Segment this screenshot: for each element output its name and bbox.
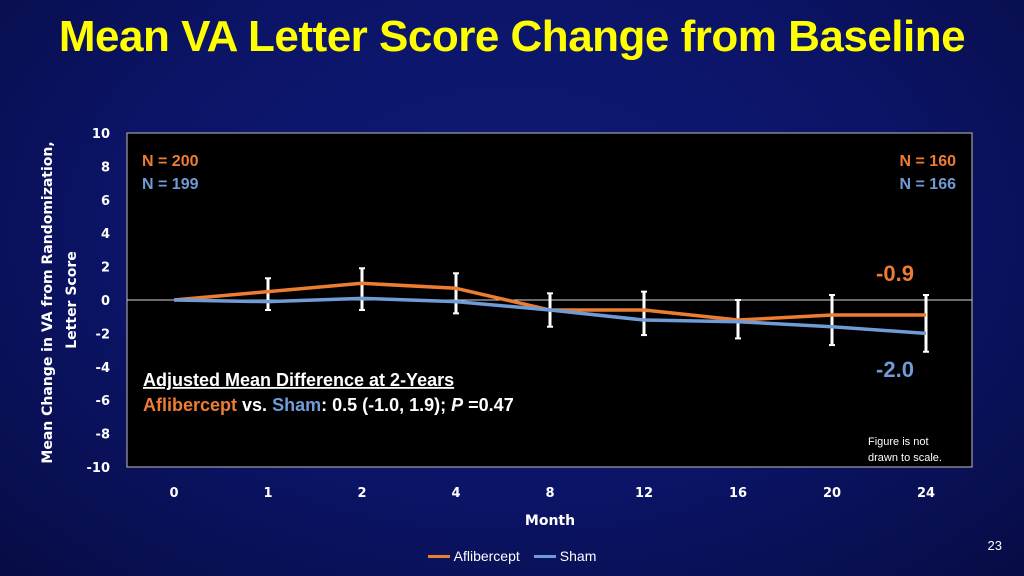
- x-tick-label: 2: [357, 486, 366, 501]
- y-axis-ticks: 10 8 6 4 2 0 -2 -4 -6 -8 -10: [87, 127, 111, 476]
- x-tick-label: 8: [545, 486, 554, 501]
- y-tick-label: -8: [96, 428, 110, 443]
- series-lines: [173, 281, 927, 336]
- end-label-aflibercept: -0.9: [876, 261, 914, 286]
- page-number: 23: [987, 538, 1002, 553]
- x-tick-label: 24: [917, 486, 935, 501]
- difference-statement: Aflibercept vs. Sham: 0.5 (-1.0, 1.9); P…: [143, 395, 514, 415]
- slide-title: Mean VA Letter Score Change from Baselin…: [58, 12, 966, 61]
- end-label-sham: -2.0: [876, 357, 914, 382]
- x-tick-label: 12: [635, 486, 653, 501]
- legend-item-aflibercept: Aflibercept: [427, 548, 520, 564]
- series-line-sham: [173, 296, 927, 336]
- scale-note-line2: drawn to scale.: [868, 452, 942, 464]
- y-tick-label: -4: [96, 361, 110, 376]
- difference-heading: Adjusted Mean Difference at 2-Years: [143, 370, 454, 390]
- legend-item-sham: Sham: [533, 548, 597, 564]
- y-tick-label: 0: [101, 294, 110, 309]
- n-right-aflibercept: N = 160: [900, 153, 957, 170]
- chart-legend: Aflibercept Sham: [0, 548, 1024, 564]
- y-tick-label: 8: [101, 160, 110, 175]
- y-tick-label: 2: [101, 261, 110, 276]
- error-bars: [265, 267, 929, 353]
- y-tick-label: -6: [96, 394, 110, 409]
- n-left-aflibercept: N = 200: [142, 153, 199, 170]
- y-axis-label: Mean Change in VA from Randomization, Le…: [40, 136, 80, 463]
- y-tick-label: -2: [96, 327, 110, 342]
- y-tick-label: 10: [92, 127, 110, 142]
- legend-swatch-aflibercept: [427, 554, 450, 558]
- y-tick-label: 4: [101, 227, 110, 242]
- legend-label-aflibercept: Aflibercept: [453, 548, 520, 564]
- y-tick-label: -10: [87, 461, 111, 476]
- y-tick-label: 6: [101, 194, 110, 209]
- legend-swatch-sham: [533, 554, 556, 558]
- x-tick-label: 20: [823, 486, 841, 501]
- x-tick-label: 1: [263, 486, 272, 501]
- scale-note-line1: Figure is not: [868, 436, 929, 448]
- x-axis-ticks: 0 1 2 4 8 12 16 20 24: [169, 486, 935, 501]
- x-axis-label: Month: [525, 513, 575, 529]
- x-tick-label: 16: [729, 486, 747, 501]
- x-tick-label: 4: [451, 486, 460, 501]
- n-left-sham: N = 199: [142, 176, 199, 193]
- n-right-sham: N = 166: [900, 176, 957, 193]
- x-tick-label: 0: [169, 486, 178, 501]
- legend-label-sham: Sham: [559, 548, 597, 564]
